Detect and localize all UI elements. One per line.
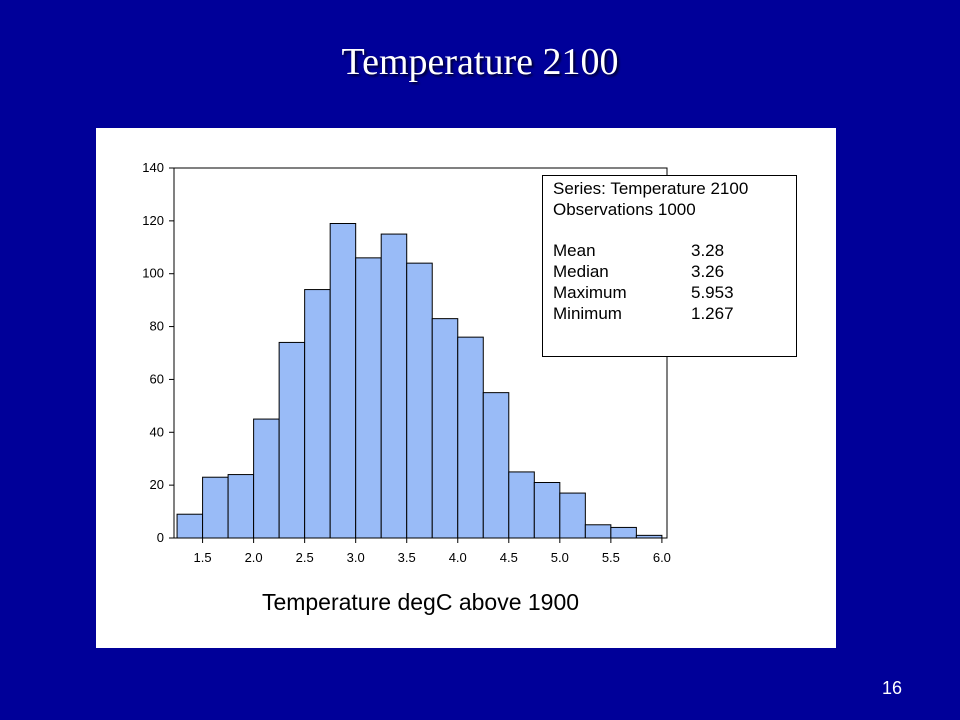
histogram-bar — [431, 318, 459, 539]
stat-value: 5.953 — [691, 282, 734, 302]
y-tick-label: 140 — [142, 160, 164, 175]
histogram-bar — [227, 474, 255, 539]
stats-observations-line: Observations 1000 — [553, 199, 696, 219]
histogram-bar — [584, 524, 612, 539]
histogram-bar — [406, 262, 433, 539]
stat-value: 3.26 — [691, 262, 725, 282]
x-tick-label: 5.5 — [602, 550, 620, 565]
histogram-bar — [176, 513, 204, 539]
histogram-bar — [278, 341, 306, 539]
slide-title: Temperature 2100 — [341, 41, 619, 83]
stats-box: Series: Temperature 2100 Observations 10… — [542, 175, 797, 357]
histogram-bar — [380, 233, 408, 539]
page-number: 16 — [882, 678, 903, 698]
stat-value: 3.28 — [691, 241, 725, 261]
stat-row-median: Median 3.26 — [553, 262, 786, 283]
chart-panel: 0 20 40 60 80 100 120 140 1.5 2.0 2.5 3.0 3.5 4.0 4.5 5… — [96, 128, 836, 648]
histogram-bar — [482, 392, 510, 539]
y-tick-label: 40 — [150, 424, 164, 439]
x-tick-label: 3.0 — [347, 550, 365, 565]
stat-value: 1.267 — [691, 303, 734, 323]
x-tick-label: 3.5 — [398, 550, 416, 565]
histogram-bar — [610, 526, 637, 539]
histogram-bar — [533, 482, 561, 539]
histogram-bar — [329, 223, 357, 539]
x-tick-label: 2.0 — [245, 550, 263, 565]
x-tick-label: 4.5 — [500, 550, 518, 565]
histogram-bar — [559, 492, 586, 539]
y-tick-label: 120 — [142, 213, 164, 228]
histogram-bar — [304, 289, 331, 539]
stats-spacer — [553, 221, 786, 242]
histogram-bar — [355, 257, 382, 539]
y-tick-label: 80 — [150, 319, 164, 334]
stats-series-line: Series: Temperature 2100 — [553, 179, 749, 198]
x-tick-label: 1.5 — [194, 550, 212, 565]
histogram-bar — [202, 476, 229, 539]
y-tick-label: 60 — [150, 371, 164, 386]
y-tick-label: 20 — [150, 477, 164, 492]
histogram-bar — [457, 336, 484, 539]
stat-label: Mean — [553, 241, 596, 261]
x-tick-label: 4.0 — [449, 550, 467, 565]
histogram-bar — [508, 471, 535, 539]
x-tick-label: 5.0 — [551, 550, 569, 565]
x-tick-label: 2.5 — [296, 550, 314, 565]
stat-row-minimum: Minimum 1.267 — [553, 304, 786, 325]
y-tick-label: 0 — [157, 530, 164, 545]
stat-label: Maximum — [553, 282, 627, 302]
stat-row-maximum: Maximum 5.953 — [553, 283, 786, 304]
histogram-chart: 0 20 40 60 80 100 120 140 1.5 2.0 2.5 3.0 3.5 4.0 4.5 5… — [142, 160, 671, 615]
stat-row-mean: Mean 3.28 — [553, 241, 786, 262]
x-tick-label: 6.0 — [653, 550, 671, 565]
stat-label: Minimum — [553, 303, 622, 323]
stat-label: Median — [553, 262, 609, 282]
x-axis-label: Temperature degC above 1900 — [262, 589, 579, 615]
y-tick-label: 100 — [142, 266, 164, 281]
histogram-bar — [253, 418, 280, 539]
